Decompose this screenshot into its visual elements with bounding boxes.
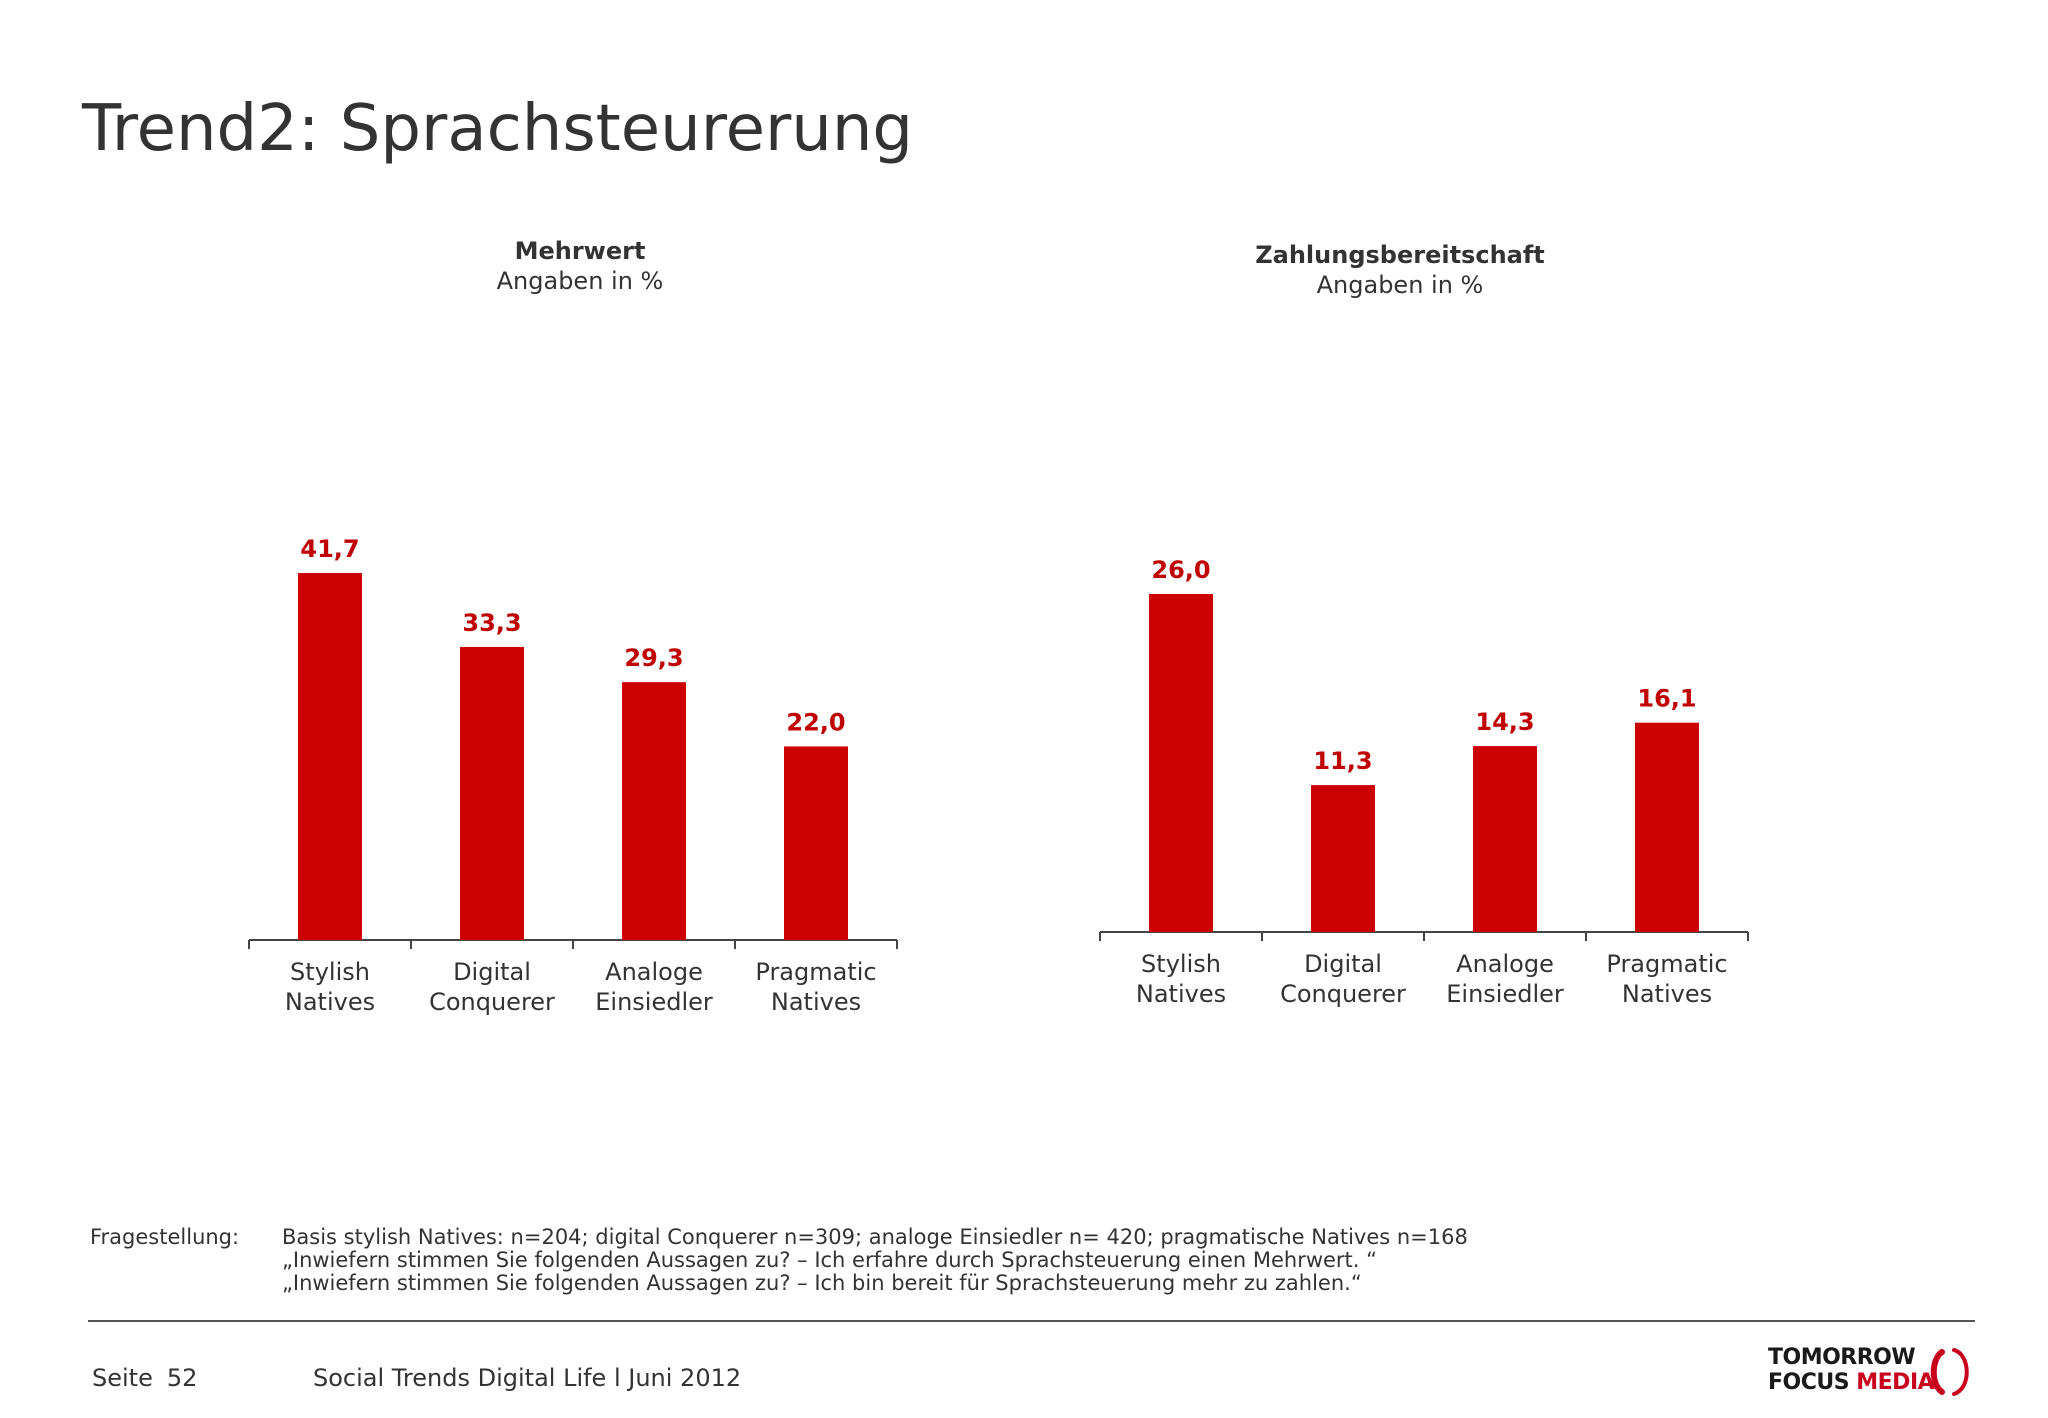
data-label: 16,1 xyxy=(1637,685,1696,713)
footer-source: Social Trends Digital Life l Juni 2012 xyxy=(313,1364,742,1392)
category-tick-label: Pragmatic xyxy=(1606,950,1727,978)
footnote-line: „Inwiefern stimmen Sie folgenden Aussage… xyxy=(282,1271,1362,1295)
data-label: 41,7 xyxy=(300,535,359,563)
bar-stylish-natives xyxy=(298,573,362,940)
chart-subtitle: Angaben in % xyxy=(496,267,664,295)
category-tick-label: Natives xyxy=(1622,980,1712,1008)
data-label: 14,3 xyxy=(1475,708,1534,736)
tomorrow-focus-media-logo: TOMORROW FOCUS MEDIA xyxy=(1768,1342,1980,1400)
chart-1: 41,7StylishNatives33,3DigitalConquerer29… xyxy=(248,535,898,1016)
chart-title: Zahlungsbereitschaft xyxy=(1255,241,1545,269)
category-tick-label: Digital xyxy=(1304,950,1382,978)
footnote-lines: Basis stylish Natives: n=204; digital Co… xyxy=(282,1226,1468,1295)
category-tick-label: Stylish xyxy=(290,958,370,986)
chart-title: Mehrwert xyxy=(514,237,646,265)
bar-stylish-natives xyxy=(1149,594,1213,932)
logo-focus: FOCUS xyxy=(1768,1370,1850,1395)
page-number-value: 52 xyxy=(166,1364,198,1392)
data-label: 33,3 xyxy=(462,609,521,637)
bar-digital-conquerer xyxy=(1311,785,1375,932)
bar-digital-conquerer xyxy=(460,646,524,940)
bar-pragmatic-natives xyxy=(784,746,848,940)
category-tick-label: Conquerer xyxy=(429,988,555,1016)
footnote-line: „Inwiefern stimmen Sie folgenden Aussage… xyxy=(282,1248,1378,1272)
bar-analoge-einsiedler xyxy=(622,682,686,940)
category-tick-label: Analoge xyxy=(605,958,703,986)
page-label: Seite xyxy=(92,1364,153,1392)
data-label: 29,3 xyxy=(624,644,683,672)
category-tick-label: Einsiedler xyxy=(595,988,713,1016)
chart-header-zahlungsbereitschaft: Zahlungsbereitschaft Angaben in % xyxy=(1200,240,1600,300)
page-title: Trend2: Sprachsteurerung xyxy=(82,92,914,166)
data-label: 11,3 xyxy=(1313,747,1372,775)
data-label: 26,0 xyxy=(1151,556,1210,584)
category-tick-label: Pragmatic xyxy=(755,958,876,986)
footer-divider xyxy=(88,1320,1975,1322)
category-tick-label: Natives xyxy=(1136,980,1226,1008)
chart-2: 26,0StylishNatives11,3DigitalConquerer14… xyxy=(1099,556,1749,1008)
category-tick-label: Analoge xyxy=(1456,950,1554,978)
category-tick-label: Digital xyxy=(453,958,531,986)
category-tick-label: Natives xyxy=(771,988,861,1016)
chart-subtitle: Angaben in % xyxy=(1316,271,1484,299)
category-tick-label: Conquerer xyxy=(1280,980,1406,1008)
category-tick-label: Einsiedler xyxy=(1446,980,1564,1008)
category-tick-label: Natives xyxy=(285,988,375,1016)
logo-line-2: FOCUS MEDIA xyxy=(1768,1370,1935,1395)
page-number: Seite 52 xyxy=(92,1364,197,1392)
logo-line-1: TOMORROW xyxy=(1768,1345,1916,1370)
logo-swoosh-icon xyxy=(1930,1348,1969,1396)
footnote-label: Fragestellung: xyxy=(90,1225,240,1249)
bar-pragmatic-natives xyxy=(1635,722,1699,932)
bar-analoge-einsiedler xyxy=(1473,746,1537,932)
logo-media: MEDIA xyxy=(1856,1370,1935,1395)
data-label: 22,0 xyxy=(786,708,845,736)
chart-header-mehrwert: Mehrwert Angaben in % xyxy=(380,236,780,296)
footnote-line: Basis stylish Natives: n=204; digital Co… xyxy=(282,1225,1468,1249)
category-tick-label: Stylish xyxy=(1141,950,1221,978)
